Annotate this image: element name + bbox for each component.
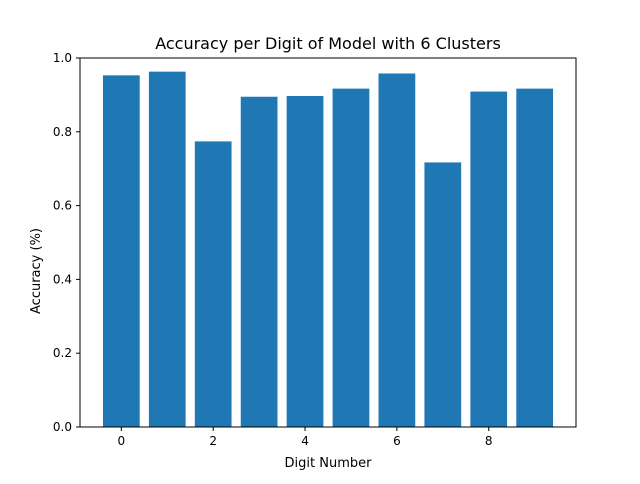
y-tick-label: 0.0 <box>53 420 72 434</box>
bar-digit-0 <box>102 75 140 427</box>
bar-digit-8 <box>470 91 508 427</box>
plot-frame <box>79 57 577 428</box>
axes-layer: 0 2 4 6 8 0.0 0.2 0.4 0.6 0.8 1.0 <box>53 51 577 448</box>
y-tick-label: 1.0 <box>53 51 72 65</box>
bars-layer <box>102 71 554 428</box>
x-tick-label: 2 <box>209 434 217 448</box>
y-tick-label: 0.6 <box>53 199 72 213</box>
y-tick-label: 0.4 <box>53 272 72 286</box>
x-tick-label: 4 <box>301 434 309 448</box>
bar-digit-1 <box>148 71 186 428</box>
x-axis-label: Digit Number <box>285 456 373 471</box>
x-tick-label: 6 <box>393 434 401 448</box>
chart-title: Accuracy per Digit of Model with 6 Clust… <box>155 34 501 53</box>
bar-digit-7 <box>424 162 462 427</box>
bar-digit-4 <box>286 96 324 427</box>
bar-digit-2 <box>194 141 232 427</box>
y-tick-label: 0.8 <box>53 125 72 139</box>
x-tick-label: 8 <box>485 434 493 448</box>
x-tick-label: 0 <box>118 434 126 448</box>
bar-digit-9 <box>516 88 554 427</box>
bar-digit-3 <box>240 96 278 427</box>
y-axis-label: Accuracy (%) <box>29 228 44 314</box>
y-tick-label: 0.2 <box>53 346 72 360</box>
bar-digit-5 <box>332 88 370 427</box>
bar-digit-6 <box>378 73 416 427</box>
